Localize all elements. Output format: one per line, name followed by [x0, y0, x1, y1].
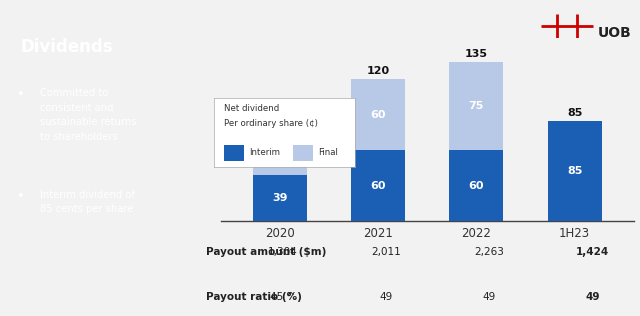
- Bar: [253, 175, 307, 221]
- Text: •: •: [16, 88, 24, 101]
- Bar: [449, 62, 504, 150]
- Bar: [351, 150, 405, 221]
- Text: 2,263: 2,263: [474, 247, 504, 257]
- Text: Per ordinary share (¢): Per ordinary share (¢): [224, 119, 318, 128]
- Text: 60: 60: [371, 181, 386, 191]
- Bar: [253, 129, 307, 175]
- Text: 39: 39: [272, 193, 287, 203]
- Text: •: •: [16, 190, 24, 203]
- Bar: [224, 145, 244, 161]
- Text: 120: 120: [367, 66, 390, 76]
- Text: 45 ^: 45 ^: [270, 292, 295, 301]
- Bar: [449, 150, 504, 221]
- Text: 85: 85: [567, 108, 582, 118]
- Text: 135: 135: [465, 49, 488, 58]
- Text: Final: Final: [319, 149, 339, 157]
- Text: 60: 60: [371, 110, 386, 120]
- Text: 39: 39: [272, 147, 287, 157]
- Bar: [351, 79, 405, 150]
- Text: 49: 49: [483, 292, 496, 301]
- Text: 78: 78: [272, 116, 287, 126]
- Text: 1,304: 1,304: [268, 247, 298, 257]
- Text: 75: 75: [468, 101, 484, 111]
- Text: Interim: Interim: [250, 149, 280, 157]
- Text: 85: 85: [567, 166, 582, 176]
- Text: 60: 60: [468, 181, 484, 191]
- Text: 1,424: 1,424: [576, 247, 609, 257]
- Bar: [548, 121, 602, 221]
- Text: Net dividend: Net dividend: [224, 104, 280, 112]
- Text: 49: 49: [380, 292, 392, 301]
- Text: Payout amount ($m): Payout amount ($m): [206, 247, 326, 257]
- Text: 2,011: 2,011: [371, 247, 401, 257]
- Text: Dividends: Dividends: [20, 38, 113, 56]
- Text: Interim dividend of
85 cents per share: Interim dividend of 85 cents per share: [40, 190, 135, 214]
- Text: UOB: UOB: [598, 26, 632, 40]
- Text: Committed to
consistent and
sustainable returns
to shareholders: Committed to consistent and sustainable …: [40, 88, 137, 142]
- Bar: [293, 145, 313, 161]
- Text: 49: 49: [585, 292, 600, 301]
- Text: Payout ratio (%): Payout ratio (%): [206, 292, 302, 301]
